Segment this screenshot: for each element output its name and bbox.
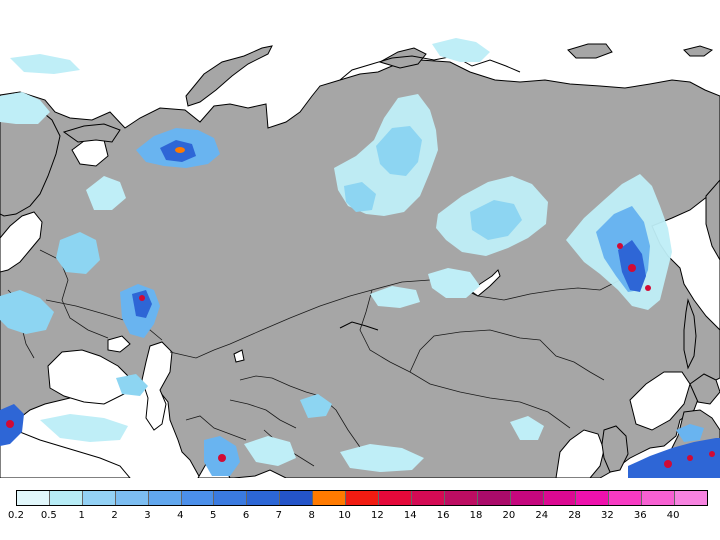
legend-swatch bbox=[477, 491, 511, 505]
legend-swatch bbox=[17, 491, 50, 505]
legend-swatch bbox=[82, 491, 116, 505]
legend-swatch bbox=[247, 491, 281, 505]
legend-tick-label: 36 bbox=[633, 510, 647, 521]
precip-cell-volga bbox=[139, 295, 145, 301]
precip-area-arctic-2 bbox=[10, 54, 80, 74]
precip-area-turkey bbox=[40, 414, 128, 442]
precip-area-northwest bbox=[0, 92, 50, 124]
legend-tick-label: 4 bbox=[177, 510, 184, 521]
kola-peninsula bbox=[62, 123, 121, 143]
legend-swatch bbox=[148, 491, 182, 505]
color-scale-bar bbox=[16, 490, 708, 506]
legend-tick-label: 28 bbox=[568, 510, 581, 521]
precip-area-baikal-south bbox=[428, 268, 480, 298]
japan-hokkaido bbox=[689, 373, 720, 405]
legend-tick-label: 10 bbox=[338, 510, 351, 521]
legend-swatch bbox=[642, 491, 676, 505]
precip-area-west-siberia-south bbox=[344, 182, 376, 212]
legend-tick-label: 0.5 bbox=[40, 510, 57, 521]
legend-tick-label: 18 bbox=[469, 510, 483, 521]
precipitation-map bbox=[0, 31, 720, 478]
legend-tick-label: 3 bbox=[144, 510, 151, 521]
legend-swatch bbox=[49, 491, 83, 505]
precip-area-tibet bbox=[340, 444, 424, 472]
lake-balkhash bbox=[339, 321, 379, 331]
precipitation-overlay bbox=[0, 38, 720, 478]
precip-area-arctic-1 bbox=[432, 38, 490, 62]
new-siberian-islands bbox=[567, 43, 613, 59]
precip-area-japan bbox=[628, 438, 720, 478]
legend-swatch bbox=[411, 491, 445, 505]
precip-cell-far-east-3 bbox=[617, 243, 623, 249]
precip-cell-kola bbox=[175, 147, 185, 153]
baltic-sea bbox=[0, 211, 43, 273]
lake-baikal bbox=[469, 269, 501, 297]
precip-area-west-siberia-core bbox=[376, 126, 422, 176]
precip-cell-japan-1 bbox=[664, 460, 672, 468]
legend-swatch bbox=[444, 491, 478, 505]
severnaya-zemlya bbox=[378, 47, 427, 69]
mediterranean-sea bbox=[0, 431, 131, 478]
precip-cell-iran bbox=[218, 454, 226, 462]
legend-tick-label: 32 bbox=[601, 510, 614, 521]
precip-cell-far-east-2 bbox=[645, 285, 651, 291]
precip-area-caucasus bbox=[116, 374, 148, 396]
precip-area-volga-heavy bbox=[132, 290, 152, 318]
precip-area-eastern-europe bbox=[0, 290, 54, 334]
precip-area-hokkaido bbox=[676, 424, 704, 442]
precip-area-central-siberia-core bbox=[470, 200, 522, 240]
taymyr-coast bbox=[339, 55, 521, 81]
legend-tick-label: 8 bbox=[308, 510, 315, 521]
kamchatka bbox=[705, 179, 720, 262]
precip-area-china-north bbox=[510, 416, 544, 440]
legend-tick-label: 40 bbox=[666, 510, 680, 521]
legend-tick-label: 2 bbox=[111, 510, 118, 521]
legend-swatch bbox=[280, 491, 314, 505]
legend-swatch bbox=[378, 491, 412, 505]
legend-swatch bbox=[346, 491, 379, 505]
legend-tick-label: 5 bbox=[209, 510, 217, 521]
legend-swatch bbox=[181, 491, 215, 505]
legend-swatch bbox=[609, 491, 643, 505]
legend-swatch bbox=[543, 491, 577, 505]
wrangel-island bbox=[683, 45, 714, 57]
precip-area-kazakhstan-north bbox=[370, 286, 420, 308]
legend-tick-label: 16 bbox=[436, 510, 450, 521]
legend-tick-label: 0.2 bbox=[8, 510, 24, 521]
sea-of-japan bbox=[629, 371, 691, 431]
precip-area-urals bbox=[86, 176, 126, 210]
sakhalin-island bbox=[683, 298, 697, 370]
legend-tick-label: 12 bbox=[371, 510, 384, 521]
precip-cell-greece bbox=[6, 420, 14, 428]
legend-swatch bbox=[675, 491, 708, 505]
legend-tick-label: 6 bbox=[242, 510, 250, 521]
legend-swatch bbox=[313, 491, 347, 505]
aral-sea bbox=[233, 349, 245, 363]
legend-tick-label: 7 bbox=[275, 510, 283, 521]
precip-area-afghanistan bbox=[244, 436, 296, 466]
precip-cell-far-east-1 bbox=[628, 264, 636, 272]
legend-tick-label: 24 bbox=[535, 510, 549, 521]
legend-tick-label: 1 bbox=[78, 510, 85, 521]
novaya-zemlya bbox=[185, 45, 273, 107]
legend-swatch bbox=[576, 491, 610, 505]
korea-peninsula bbox=[601, 425, 629, 473]
color-scale-labels: 0.2 0.5 1 2 3 4 5 6 7 8 10 12 14 16 18 20 24 28 32 36 40 bbox=[0, 510, 720, 526]
precip-area-western-russia bbox=[56, 232, 100, 274]
legend-swatch bbox=[510, 491, 544, 505]
precip-cell-japan-2 bbox=[687, 455, 693, 461]
legend-swatch bbox=[214, 491, 248, 505]
precip-cell-japan-3 bbox=[709, 451, 715, 457]
precip-area-tien-shan bbox=[300, 394, 332, 418]
sea-of-azov bbox=[107, 335, 131, 353]
yellow-sea bbox=[555, 429, 605, 478]
legend-tick-label: 14 bbox=[403, 510, 417, 521]
legend-tick-label: 20 bbox=[502, 510, 516, 521]
legend-swatch bbox=[115, 491, 149, 505]
